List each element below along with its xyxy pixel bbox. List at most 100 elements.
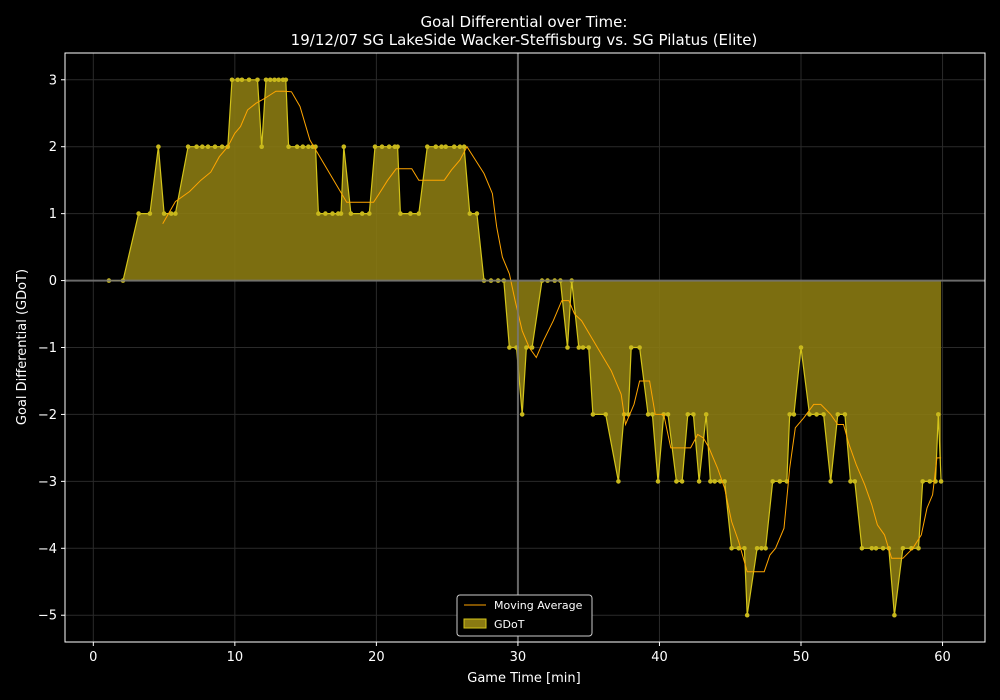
gdot-point [386,144,392,149]
gdot-point [696,479,702,484]
x-tick-label: 30 [510,650,527,665]
gdot-point [770,479,775,484]
gdot-point [777,479,783,484]
gdot-point [842,412,848,417]
gdot-point [859,546,865,551]
gdot-point [938,479,944,484]
gdot-point [359,211,365,216]
gdot-point [372,144,378,149]
x-axis-label: Game Time [min] [467,671,580,686]
gdot-point [814,412,819,417]
gdot-point [433,144,439,149]
gdot-point [229,77,235,83]
legend-moving-average-label: Moving Average [494,599,583,612]
y-tick-label: −5 [38,609,57,624]
gdot-point [685,412,691,417]
gdot-point [645,412,651,417]
gdot-point [665,412,671,417]
legend-gdot-swatch [463,618,487,629]
gdot-point [628,345,634,350]
gdot-point [791,412,797,417]
gdot-point [219,144,225,149]
gdot-point [316,211,321,216]
gdot-point [524,345,529,350]
gdot-point [691,412,696,417]
y-tick-label: −2 [38,408,57,423]
gdot-point [300,144,306,149]
gdot-point [136,211,141,216]
x-tick-label: 50 [793,650,810,665]
gdot-point [679,479,685,484]
gdot-point [900,546,906,551]
gdot-point [880,546,886,551]
x-tick-label: 60 [934,650,951,665]
gdot-point [798,345,804,350]
gdot-point [168,211,174,216]
chart-title-line-2: 19/12/07 SG LakeSide Wacker-Steffisburg … [291,31,758,49]
gdot-point [323,211,328,216]
gdot-point [286,144,291,149]
gdot-point [852,479,858,484]
gdot-point [425,144,430,149]
gdot-point [239,77,245,83]
gdot-point [848,479,853,484]
gdot-point [235,77,240,83]
gdot-point [759,546,764,551]
gdot-point [341,144,347,149]
gdot-point [398,211,403,216]
gdot-point [835,412,841,417]
gdot-point [763,546,768,551]
legend-gdot-label: GDoT [494,618,525,631]
gdot-point [603,412,608,417]
gdot-point [637,345,642,350]
y-axis-label: Goal Differential (GDoT) [15,269,30,425]
gdot-point [379,144,385,149]
x-tick-label: 0 [89,650,97,665]
gdot-point [869,546,875,551]
gdot-point [703,412,709,417]
gdot-point [294,144,300,149]
y-tick-label: −1 [38,341,57,356]
gdot-point [367,211,372,216]
gdot-point [408,211,413,216]
gdot-point [330,211,335,216]
gdot-point [194,144,199,149]
gdot-point [283,77,289,83]
gdot-point [529,345,535,350]
gdot-point [263,77,269,83]
gdot-point [712,479,717,484]
gdot-point [147,211,153,216]
gdot-point [722,479,727,484]
gdot-point [276,77,282,83]
gdot-point [909,546,914,551]
y-tick-label: 1 [49,207,57,222]
gdot-point [246,77,252,83]
gdot-point [255,77,260,83]
gdot-point [920,479,925,484]
gdot-point [519,412,525,417]
gdot-point [439,144,444,149]
gdot-point [674,479,679,484]
gdot-point [807,412,812,417]
gdot-point [161,211,167,216]
gdot-point [616,479,621,484]
gdot-point [156,144,161,149]
gdot-point [348,211,354,216]
chart-title-line-1: Goal Differential over Time: [421,13,628,31]
gdot-point [474,211,480,216]
gdot-point [457,144,463,149]
gdot-point [416,211,422,216]
gdot-point [306,144,311,149]
gdot-point [650,412,655,417]
gdot-point [338,211,344,216]
gdot-point [936,412,941,417]
legend: Moving Average GDoT [456,594,593,637]
gdot-point [742,546,747,551]
y-tick-label: 0 [49,274,57,289]
gdot-point [787,412,792,417]
gdot-point [828,479,833,484]
gdot-point [754,546,760,551]
x-tick-label: 40 [651,650,668,665]
gdot-point [200,144,205,149]
